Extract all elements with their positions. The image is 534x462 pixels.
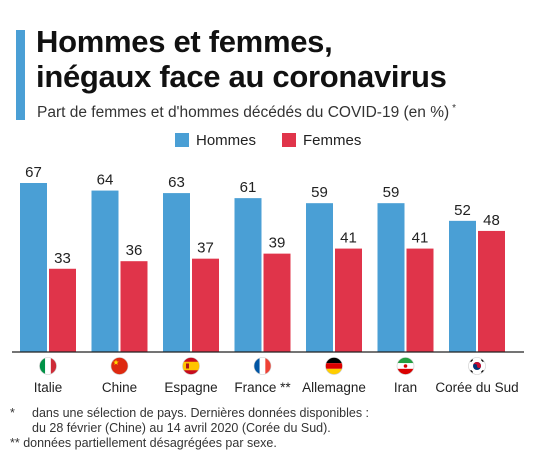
legend-swatch-femmes [282, 133, 296, 147]
iran-flag-outline [396, 357, 415, 375]
bar-hommes [306, 203, 333, 352]
title-accent-bar [16, 30, 25, 120]
bar-femmes [478, 230, 505, 352]
legend-label-hommes: Hommes [196, 132, 257, 149]
chart-title: Hommes et femmes, inégaux face au corona… [36, 24, 526, 94]
footnote-line-3: ** données partiellement désagrégées par… [10, 436, 277, 450]
south-korea-flag-outline [468, 357, 486, 375]
subtitle-footnote-marker: * [452, 103, 457, 114]
bar-femmes [192, 258, 219, 352]
legend-label-femmes: Femmes [303, 132, 362, 149]
bar-hommes [377, 203, 405, 352]
bar-femmes [335, 248, 362, 352]
category-label: Corée du Sud [435, 380, 518, 395]
category-label: Chine [102, 380, 137, 395]
data-label: 33 [54, 250, 71, 267]
france-flag-outline [253, 357, 272, 375]
bar-hommes [163, 193, 190, 352]
china-flag-outline [110, 357, 129, 375]
title-line-1: Hommes et femmes, [36, 24, 333, 59]
footnotes: * dans une sélection de pays. Dernières d… [10, 406, 520, 451]
bar-femmes [263, 253, 291, 352]
spain-flag-icon [182, 357, 200, 375]
subtitle-text: Part de femmes et d'hommes décédés du CO… [37, 104, 450, 121]
data-label: 41 [412, 230, 429, 247]
data-label: 67 [25, 164, 42, 181]
data-label: 36 [126, 242, 143, 259]
footnote-line-2: du 28 février (Chine) au 14 avril 2020 (… [10, 421, 520, 436]
germany-flag-outline [325, 357, 343, 375]
data-label: 63 [168, 174, 185, 191]
footnote-marker: * [10, 406, 15, 420]
legend-item-hommes: Hommes [175, 132, 256, 149]
data-label: 61 [240, 179, 257, 196]
bar-hommes [91, 190, 119, 352]
bar-hommes [449, 220, 476, 352]
category-label: Espagne [164, 380, 217, 395]
category-label: Italie [34, 380, 63, 395]
bar-femmes [406, 248, 434, 352]
china-flag-icon [111, 357, 128, 375]
italy-flag-icon [39, 357, 57, 375]
bar-femmes [49, 268, 76, 352]
bar-hommes [234, 198, 262, 352]
france-flag-icon [254, 357, 271, 375]
footnote-line-1: * dans une sélection de pays. Dernières d… [10, 406, 520, 421]
bar-femmes [120, 261, 148, 352]
data-label: 59 [383, 184, 400, 201]
footnote-text-2: du 28 février (Chine) au 14 avril 2020 (… [32, 421, 331, 435]
spain-flag-outline [182, 357, 200, 375]
bar-hommes [20, 183, 47, 352]
data-label: 37 [197, 240, 214, 257]
legend-swatch-hommes [175, 133, 189, 147]
category-label: Allemagne [302, 380, 366, 395]
data-label: 39 [269, 235, 286, 252]
category-label: Iran [394, 380, 417, 395]
legend-item-femmes: Femmes [282, 132, 361, 149]
footnote-text-1: dans une sélection de pays. Dernières do… [32, 406, 370, 420]
data-label: 41 [340, 230, 357, 247]
italy-flag-outline [39, 357, 57, 375]
title-line-2: inégaux face au coronavirus [36, 59, 447, 94]
chart-subtitle: Part de femmes et d'hommes décédés du CO… [37, 103, 456, 122]
data-label: 52 [454, 202, 471, 219]
iran-flag-icon [397, 357, 414, 375]
data-label: 59 [311, 184, 328, 201]
germany-flag-icon [325, 357, 343, 375]
data-label: 48 [483, 212, 500, 229]
data-label: 64 [97, 172, 114, 189]
category-label: France ** [234, 380, 291, 395]
